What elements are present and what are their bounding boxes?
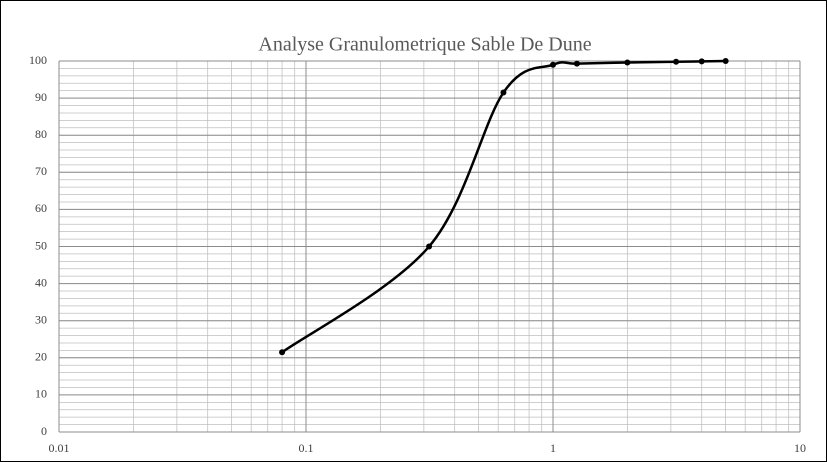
- x-tick-label: 10: [794, 441, 806, 455]
- y-tick-label: 0: [41, 424, 47, 438]
- y-tick-label: 30: [35, 312, 47, 326]
- data-point: [550, 61, 556, 68]
- chart-title: Analyse Granulometrique Sable De Dune: [258, 34, 591, 56]
- y-tick-label: 100: [29, 53, 47, 67]
- data-point: [673, 58, 680, 65]
- y-tick-label: 20: [35, 350, 47, 364]
- x-tick-label: 0.1: [299, 441, 314, 455]
- data-point: [624, 59, 631, 66]
- y-tick-label: 10: [35, 387, 47, 401]
- grid: [58, 60, 801, 433]
- data-point: [722, 58, 729, 64]
- y-tick-label: 90: [35, 90, 47, 104]
- x-tick-label: 0.01: [49, 441, 70, 455]
- data-point: [279, 349, 286, 356]
- y-tick-label: 40: [35, 275, 47, 289]
- data-point: [573, 60, 580, 67]
- x-tick-label: 1: [550, 441, 556, 455]
- y-tick-label: 70: [35, 164, 47, 178]
- data-point: [500, 89, 507, 96]
- data-point: [426, 243, 433, 250]
- y-tick-label: 80: [35, 127, 47, 141]
- data-point: [698, 58, 705, 65]
- y-tick-label: 50: [35, 238, 47, 252]
- y-tick-label: 60: [35, 201, 47, 215]
